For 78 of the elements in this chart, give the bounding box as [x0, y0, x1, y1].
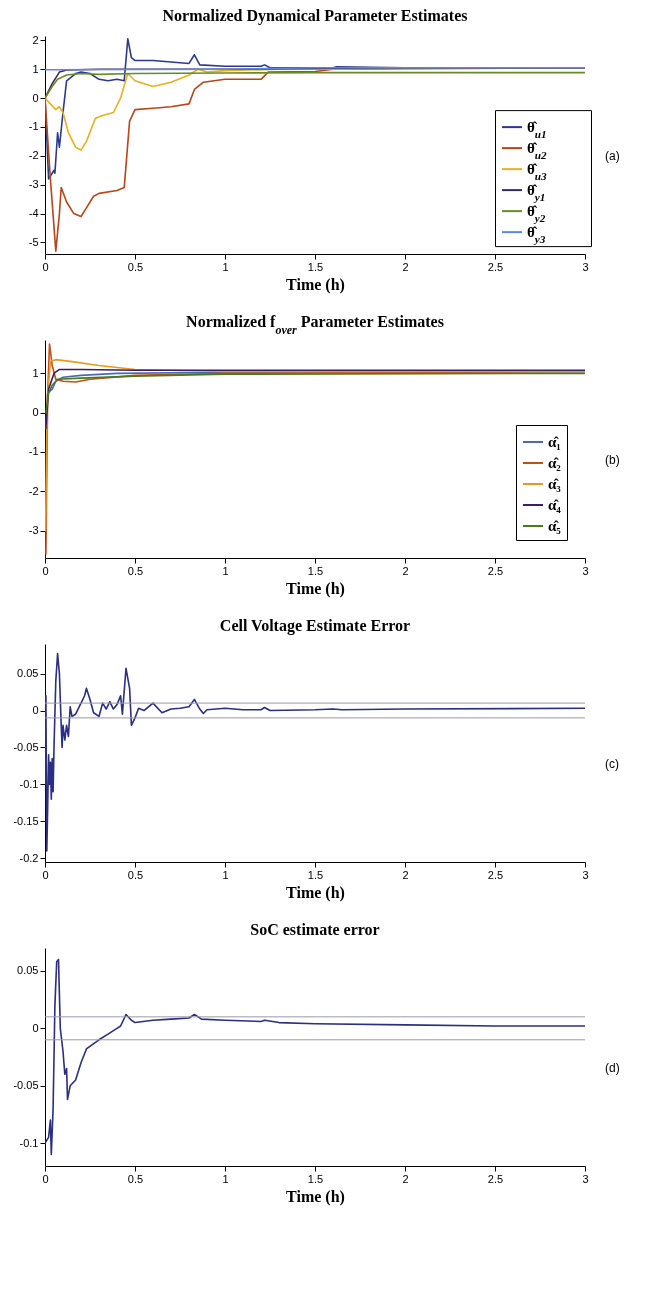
- x-tick-label: 0.5: [127, 868, 144, 881]
- line-series: [45, 958, 585, 1156]
- x-axis-title: Time (h): [286, 275, 345, 294]
- x-tick-label: 3: [582, 868, 589, 881]
- y-tick-label: -0.05: [13, 740, 39, 753]
- y-tick-label: -2: [28, 149, 39, 162]
- x-tick-label: 1.5: [307, 868, 324, 881]
- y-tick-label: -2: [28, 484, 39, 497]
- y-tick-label: -5: [28, 235, 39, 248]
- x-tick-label: 2.5: [487, 260, 504, 273]
- y-tick-label: -0.1: [19, 777, 39, 790]
- x-tick-label: 2: [402, 868, 409, 881]
- y-tick-label: -1: [28, 120, 39, 133]
- y-tick-label: -3: [28, 178, 39, 191]
- y-tick-label: -0.1: [19, 1136, 39, 1149]
- chart-title: Normalized f$_{over}$ Parameter Estimates: [186, 313, 444, 337]
- legend-label: θ̂$_{u3}$: [527, 161, 548, 183]
- legend-label: θ̂$_{u2}$: [527, 140, 548, 162]
- x-tick-label: 1: [222, 260, 229, 273]
- y-tick-label: 1: [32, 62, 39, 75]
- y-tick-label: -3: [28, 524, 39, 536]
- x-tick-label: 0.5: [127, 1172, 144, 1185]
- y-tick-label: -1: [28, 445, 39, 458]
- y-tick-label: 0.05: [17, 667, 39, 680]
- x-tick-label: 2.5: [487, 1172, 504, 1185]
- legend-label: α̂₃: [548, 476, 562, 492]
- y-tick-label: -0.15: [13, 814, 39, 827]
- line-series: [45, 372, 585, 414]
- y-tick-label: 0: [32, 91, 39, 104]
- x-tick-label: 1.5: [307, 1172, 324, 1185]
- x-tick-label: 2.5: [487, 564, 504, 577]
- legend-label: θ̂$_{y3}$: [527, 224, 546, 246]
- x-tick-label: 3: [582, 1172, 589, 1185]
- y-tick-label: -4: [28, 207, 39, 220]
- y-tick-label: 1: [32, 366, 39, 379]
- legend-label: θ̂$_{y1}$: [527, 182, 546, 204]
- x-tick-label: 1: [222, 1172, 229, 1185]
- text: (a): [605, 148, 620, 163]
- y-tick-label: -0.05: [13, 1079, 39, 1092]
- x-tick-label: 2.5: [487, 868, 504, 881]
- legend-label: θ̂$_{u1}$: [527, 119, 547, 141]
- text: (b): [605, 452, 620, 467]
- x-tick-label: 1.5: [307, 564, 324, 577]
- chart-title: Cell Voltage Estimate Error: [219, 617, 411, 635]
- x-tick-label: 2: [402, 1172, 409, 1185]
- x-axis-title: Time (h): [286, 579, 345, 598]
- x-tick-label: 0: [42, 564, 49, 577]
- text: (d): [605, 1060, 620, 1075]
- x-tick-label: 0: [42, 1172, 49, 1185]
- x-tick-label: 1: [222, 564, 229, 577]
- x-tick-label: 1: [222, 868, 229, 881]
- x-tick-label: 0: [42, 868, 49, 881]
- legend-label: α̂₂: [548, 455, 562, 471]
- x-axis-title: Time (h): [286, 883, 345, 902]
- chart-title: Normalized Dynamical Parameter Estimates: [162, 7, 468, 26]
- x-tick-label: 0: [42, 260, 49, 273]
- line-series: [45, 652, 585, 852]
- x-tick-label: 0.5: [127, 564, 144, 577]
- y-tick-label: 0.05: [17, 964, 39, 977]
- x-axis-title: Time (h): [286, 1187, 345, 1206]
- y-tick-label: 0: [32, 704, 39, 717]
- x-tick-label: 1.5: [307, 260, 324, 273]
- y-tick-label: 0: [32, 406, 39, 419]
- x-tick-label: 3: [582, 564, 589, 577]
- legend-label: θ̂$_{y2}$: [527, 203, 546, 225]
- x-tick-label: 2: [402, 260, 409, 273]
- legend-label: α̂₄: [548, 497, 562, 513]
- text: (c): [605, 756, 619, 771]
- y-tick-label: -0.2: [19, 851, 39, 864]
- y-tick-label: 2: [32, 33, 39, 46]
- y-tick-label: 0: [32, 1021, 39, 1034]
- line-series: [45, 358, 585, 532]
- chart-title: SoC estimate error: [250, 921, 380, 938]
- x-tick-label: 0.5: [127, 260, 144, 273]
- legend-label: α̂₅: [548, 518, 562, 534]
- x-tick-label: 2: [402, 564, 409, 577]
- legend-label: α̂₁: [548, 434, 561, 450]
- x-tick-label: 3: [582, 260, 589, 273]
